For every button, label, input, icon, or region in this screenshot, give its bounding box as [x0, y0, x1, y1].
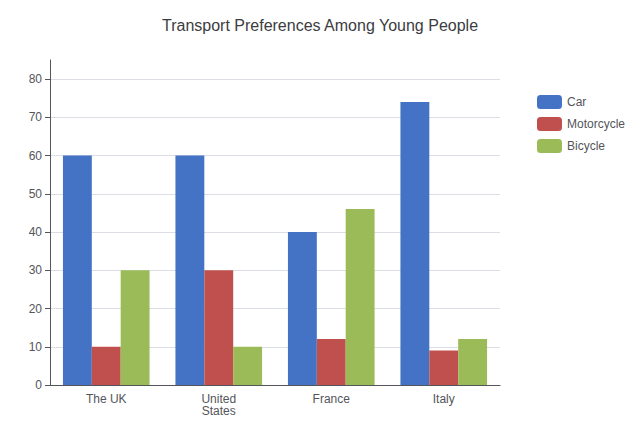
svg-text:France: France — [313, 392, 351, 406]
svg-text:United: United — [201, 392, 237, 406]
svg-text:70: 70 — [29, 110, 43, 124]
svg-text:Motorcycle: Motorcycle — [567, 117, 625, 131]
svg-text:60: 60 — [29, 149, 43, 163]
svg-text:Italy: Italy — [433, 392, 455, 406]
svg-text:Bicycle: Bicycle — [567, 139, 605, 153]
svg-text:20: 20 — [29, 302, 43, 316]
svg-text:50: 50 — [29, 187, 43, 201]
svg-text:30: 30 — [29, 263, 43, 277]
svg-text:80: 80 — [29, 72, 43, 86]
svg-text:0: 0 — [35, 378, 42, 392]
svg-text:40: 40 — [29, 225, 43, 239]
svg-text:Car: Car — [567, 95, 586, 109]
svg-text:Transport Preferences Among Yo: Transport Preferences Among Young People — [162, 17, 478, 34]
svg-text:10: 10 — [29, 340, 43, 354]
svg-text:States: States — [202, 404, 236, 418]
svg-text:The UK: The UK — [86, 392, 127, 406]
